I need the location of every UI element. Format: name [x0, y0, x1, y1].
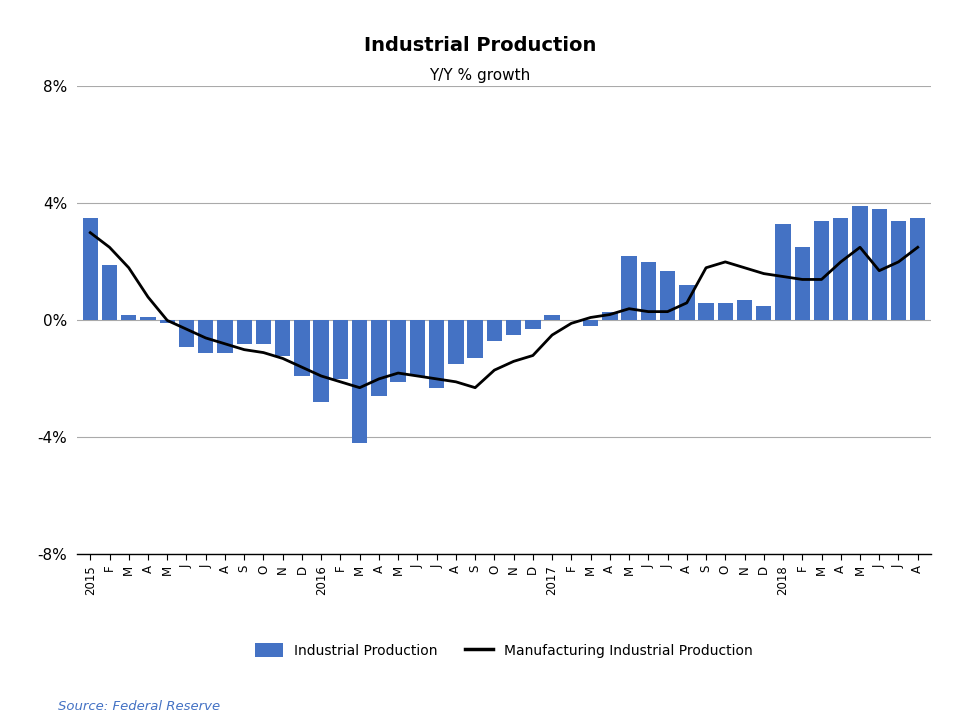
Bar [698, 303, 713, 320]
Bar [776, 224, 791, 320]
Bar [640, 262, 656, 320]
Bar [468, 320, 483, 359]
Bar [525, 320, 540, 329]
Bar [756, 306, 772, 320]
Bar [795, 247, 810, 320]
Bar [852, 207, 868, 320]
Bar [236, 320, 252, 343]
Bar [83, 218, 98, 320]
Bar [179, 320, 194, 347]
Bar [737, 300, 753, 320]
Bar [833, 218, 849, 320]
Bar [660, 271, 675, 320]
Bar [314, 320, 329, 402]
Bar [602, 312, 617, 320]
Bar [159, 320, 175, 323]
Bar [198, 320, 213, 353]
Bar [372, 320, 387, 397]
Bar [910, 218, 925, 320]
Bar [102, 265, 117, 320]
Bar [448, 320, 464, 364]
Bar [487, 320, 502, 341]
Bar [583, 320, 598, 326]
Bar [121, 315, 136, 320]
Text: Source: Federal Reserve: Source: Federal Reserve [58, 700, 220, 713]
Text: Industrial Production: Industrial Production [364, 36, 596, 55]
Bar [544, 315, 560, 320]
Bar [679, 285, 694, 320]
Legend: Industrial Production, Manufacturing Industrial Production: Industrial Production, Manufacturing Ind… [248, 636, 760, 665]
Bar [275, 320, 290, 356]
Bar [391, 320, 406, 382]
Bar [352, 320, 368, 444]
Bar [217, 320, 232, 353]
Text: Y/Y % growth: Y/Y % growth [429, 68, 531, 84]
Bar [506, 320, 521, 335]
Bar [621, 256, 636, 320]
Bar [410, 320, 425, 376]
Bar [891, 221, 906, 320]
Bar [429, 320, 444, 387]
Bar [140, 318, 156, 320]
Bar [333, 320, 348, 379]
Bar [717, 303, 733, 320]
Bar [872, 210, 887, 320]
Bar [814, 221, 829, 320]
Bar [255, 320, 271, 343]
Bar [295, 320, 310, 376]
